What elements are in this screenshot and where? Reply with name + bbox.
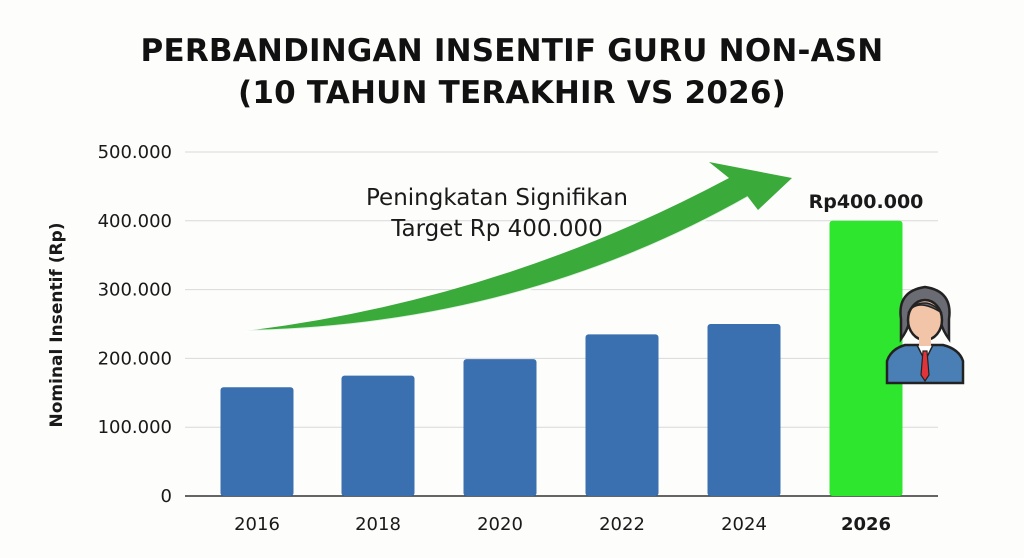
- y-tick-label: 100.000: [98, 417, 172, 438]
- y-tick-label: 0: [161, 486, 172, 507]
- chart-title-line-2: (10 TAHUN TERAKHIR VS 2026): [238, 75, 786, 111]
- data-labels: Rp400.000: [809, 191, 924, 213]
- bar-2018: [341, 375, 415, 496]
- annotation-line-2: Target Rp 400.000: [390, 216, 602, 242]
- y-tick-label: 200.000: [98, 348, 172, 369]
- chart-title-line-1: PERBANDINGAN INSENTIF GURU NON-ASN: [140, 33, 884, 69]
- bar-2024: [707, 324, 781, 496]
- x-tick-label-2024: 2024: [721, 514, 767, 535]
- bar-2016: [220, 387, 294, 496]
- y-tick-label: 300.000: [98, 280, 172, 301]
- x-tick-label-2026: 2026: [841, 514, 891, 535]
- x-tick-label-2022: 2022: [599, 514, 645, 535]
- grid-lines: [185, 151, 938, 497]
- x-tick-label-2018: 2018: [355, 514, 401, 535]
- x-tick-label-2016: 2016: [234, 514, 280, 535]
- x-tick-label-2020: 2020: [477, 514, 523, 535]
- bar-2026: [829, 220, 903, 497]
- annotation-line-1: Peningkatan Signifikan: [366, 185, 628, 211]
- data-label-2026: Rp400.000: [809, 191, 924, 213]
- y-tick-label: 400.000: [98, 211, 172, 232]
- teacher-avatar-icon: [885, 285, 965, 385]
- bar-2022: [585, 334, 659, 496]
- y-axis-label: Nominal Insentif (Rp): [47, 222, 67, 427]
- trend-arrow-icon: [244, 162, 792, 332]
- y-tick-label: 500.000: [98, 142, 172, 163]
- y-axis-ticks: 0 100.000 200.000 300.000 400.000 500.000: [98, 142, 172, 507]
- chart-title: PERBANDINGAN INSENTIF GURU NON-ASN (10 T…: [0, 30, 1024, 114]
- x-axis-ticks: 2016 2018 2020 2022 2024 2026: [234, 514, 891, 535]
- bars: [220, 220, 903, 497]
- bar-2020: [463, 359, 537, 496]
